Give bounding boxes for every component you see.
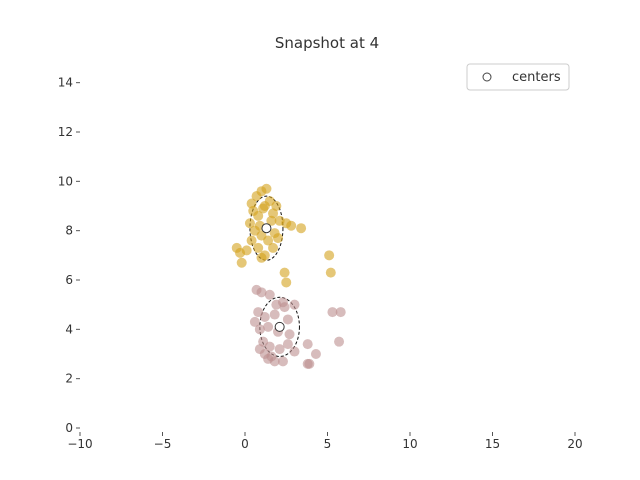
legend: centers [466, 63, 570, 91]
cluster-1-point [324, 250, 335, 261]
y-axis: 0 2 4 6 8 10 12 14 [58, 76, 80, 435]
cluster-2-point [263, 353, 274, 364]
cluster-2-point [282, 339, 293, 350]
legend-label-centers: centers [512, 70, 561, 85]
cluster-1-point [286, 220, 297, 231]
cluster-2-point [282, 314, 293, 325]
cluster-centers [261, 223, 285, 332]
cluster-1-point [253, 210, 264, 221]
cluster-2-point [264, 289, 275, 300]
cluster-2-point [254, 324, 265, 335]
cluster-2-point [310, 349, 321, 359]
cluster-1-point [261, 183, 272, 194]
cluster-2-point [264, 341, 275, 352]
cluster-2-point [269, 309, 280, 320]
y-tick-label: 6 [65, 273, 73, 287]
data-points [231, 183, 346, 369]
cluster-1-point [281, 277, 292, 288]
x-tick-label: 5 [324, 437, 332, 451]
cluster-2-point [256, 287, 267, 298]
cluster-1-point [246, 235, 257, 246]
y-tick-label: 8 [65, 224, 73, 238]
cluster-2-point [249, 316, 260, 327]
cluster-1-point [241, 245, 252, 256]
chart-title: Snapshot at 4 [275, 34, 379, 52]
y-tick-label: 12 [58, 125, 73, 139]
y-tick-label: 0 [65, 421, 73, 435]
cluster-ellipses [248, 195, 301, 358]
cluster-2-point [289, 299, 300, 310]
cluster-1-point [253, 242, 264, 253]
cluster-2-point [254, 344, 265, 355]
cluster-1-ellipse [249, 195, 284, 261]
cluster-1-point [273, 233, 283, 244]
cluster-2-point [259, 312, 270, 322]
cluster-2-point [335, 307, 346, 318]
legend-marker-open-circle [482, 72, 492, 82]
cluster-2-point [302, 358, 313, 369]
cluster-2-point [289, 346, 300, 357]
cluster-2-point [279, 302, 290, 313]
cluster-2-point [271, 299, 282, 310]
x-tick-label: 0 [241, 437, 249, 451]
y-tick-label: 10 [58, 174, 73, 188]
cluster-1-point [263, 235, 274, 246]
x-tick-label: 15 [485, 437, 500, 451]
y-tick-label: 4 [65, 322, 73, 336]
x-tick-label: 20 [567, 437, 582, 451]
cluster-2-point [274, 344, 285, 355]
cluster-2-ellipse [259, 296, 300, 357]
x-axis: −10 −5 0 5 10 15 20 [67, 432, 583, 451]
cluster-2-point [263, 321, 274, 332]
x-tick-label: 10 [402, 437, 417, 451]
cluster-1-point [259, 201, 270, 211]
cluster-2-point [327, 307, 338, 318]
x-tick-label: −10 [67, 437, 92, 451]
cluster-1-point [236, 257, 247, 268]
y-tick-label: 14 [58, 76, 73, 90]
cluster-1-center [261, 223, 272, 234]
cluster-2-point [277, 356, 288, 367]
cluster-1-point [279, 267, 290, 278]
legend-box [466, 63, 570, 91]
cluster-2-point [334, 336, 345, 347]
cluster-2-point [302, 339, 313, 350]
cluster-1-point [256, 252, 267, 263]
cluster-2-center [274, 321, 285, 332]
cluster-1-point [325, 267, 336, 278]
cluster-1-point [268, 208, 279, 219]
x-tick-label: −5 [154, 437, 172, 451]
cluster-1-point [296, 223, 307, 234]
cluster-2-point [284, 329, 295, 340]
cluster-1-point [244, 218, 255, 229]
cluster-1-point [268, 242, 279, 253]
y-tick-label: 2 [65, 372, 73, 386]
